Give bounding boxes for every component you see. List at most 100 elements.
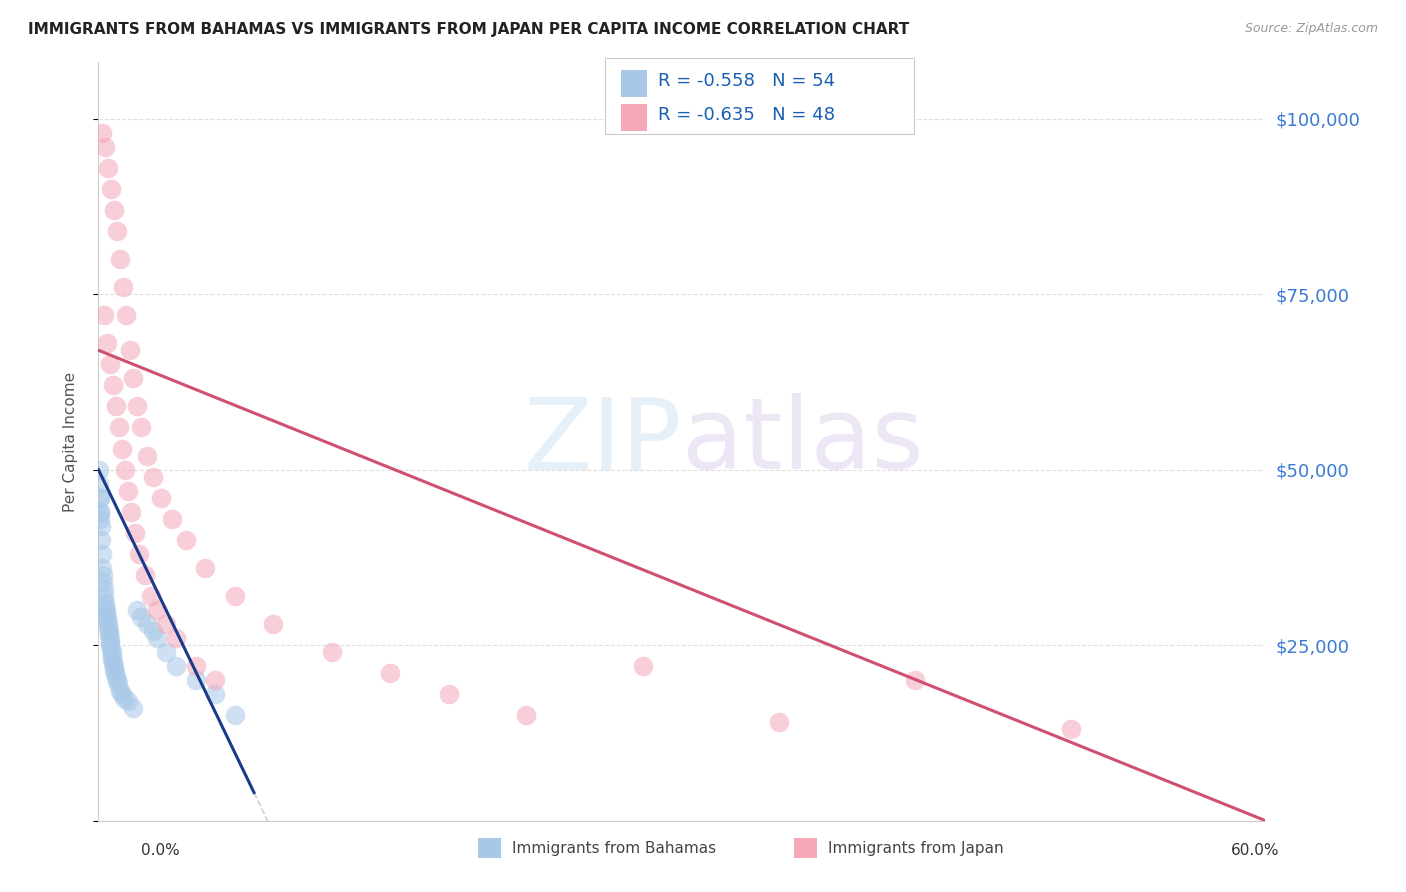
Point (98, 634, 121, 648)
Text: Immigrants from Bahamas: Immigrants from Bahamas (512, 841, 716, 855)
Point (515, 708, 537, 723)
Point (111, 280, 134, 294)
Point (117, 483, 139, 498)
Point (103, 202, 125, 217)
Point (165, 631, 187, 645)
Point (103, 663, 125, 677)
Point (101, 648, 124, 663)
Y-axis label: Per Capita Income: Per Capita Income (63, 371, 77, 512)
Point (108, 683, 131, 698)
Point (105, 224, 128, 238)
Point (98, 627, 121, 641)
Point (89, 505, 111, 519)
Point (194, 561, 217, 575)
Point (91, 568, 114, 582)
Point (105, 673, 128, 688)
Point (112, 690, 135, 705)
Point (93, 582, 115, 596)
Text: R = -0.558   N = 54: R = -0.558 N = 54 (658, 72, 835, 90)
Point (146, 603, 169, 617)
Point (122, 701, 145, 715)
Point (224, 708, 246, 723)
Point (93, 596, 115, 610)
Point (124, 525, 146, 540)
Point (96, 614, 118, 628)
Point (262, 617, 284, 632)
Point (631, 659, 654, 673)
Point (118, 343, 141, 358)
Point (136, 617, 159, 632)
Text: 60.0%: 60.0% (1232, 843, 1279, 858)
Point (155, 617, 177, 632)
Point (100, 638, 122, 652)
Point (98, 357, 121, 371)
Point (165, 659, 187, 673)
Point (89, 512, 111, 526)
Point (94, 599, 117, 614)
Point (184, 673, 207, 688)
Point (162, 512, 184, 526)
Point (104, 400, 127, 414)
Point (97, 161, 120, 175)
Point (111, 442, 134, 456)
Point (114, 308, 136, 322)
Point (96, 610, 118, 624)
Point (91, 561, 114, 575)
Point (127, 400, 149, 414)
Text: R = -0.635   N = 48: R = -0.635 N = 48 (658, 106, 835, 124)
Point (90, 547, 112, 561)
Point (117, 694, 139, 708)
Text: 0.0%: 0.0% (141, 843, 180, 858)
Point (100, 645, 122, 659)
Point (184, 659, 207, 673)
Point (204, 687, 226, 701)
Point (768, 715, 790, 730)
Point (96, 336, 118, 351)
Point (89, 491, 111, 505)
Point (108, 252, 131, 266)
Point (129, 610, 152, 624)
Text: ZIP: ZIP (523, 393, 682, 490)
Text: atlas: atlas (682, 393, 924, 490)
Point (114, 462, 136, 476)
Point (136, 449, 159, 463)
Point (93, 589, 115, 603)
Point (174, 533, 197, 547)
Point (139, 589, 162, 603)
Point (89, 491, 111, 505)
Point (91, 126, 114, 140)
Point (89, 505, 111, 519)
Point (121, 505, 143, 519)
Point (380, 666, 402, 681)
Point (94, 603, 117, 617)
Point (146, 631, 169, 645)
Text: IMMIGRANTS FROM BAHAMAS VS IMMIGRANTS FROM JAPAN PER CAPITA INCOME CORRELATION C: IMMIGRANTS FROM BAHAMAS VS IMMIGRANTS FR… (28, 22, 910, 37)
Point (100, 641, 122, 656)
Point (122, 371, 145, 385)
Point (111, 687, 134, 701)
Point (90, 533, 112, 547)
Point (89, 476, 111, 491)
Point (108, 420, 131, 434)
Point (103, 659, 125, 673)
Point (204, 673, 226, 688)
Point (224, 589, 246, 603)
Point (96, 607, 118, 621)
Text: Immigrants from Japan: Immigrants from Japan (828, 841, 1004, 855)
Point (104, 670, 127, 684)
Point (98, 631, 121, 645)
Point (97, 617, 120, 632)
Point (437, 687, 460, 701)
Text: Source: ZipAtlas.com: Source: ZipAtlas.com (1244, 22, 1378, 36)
Point (129, 420, 152, 434)
Point (321, 645, 343, 659)
Point (93, 308, 115, 322)
Point (91, 574, 114, 589)
Point (97, 624, 120, 639)
Point (134, 568, 156, 582)
Point (101, 656, 124, 670)
Point (142, 624, 165, 639)
Point (94, 139, 117, 153)
Point (97, 621, 120, 635)
Point (101, 378, 124, 392)
